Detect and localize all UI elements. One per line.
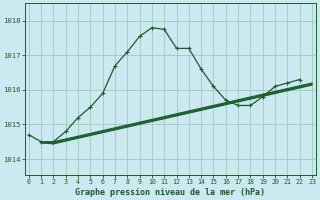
X-axis label: Graphe pression niveau de la mer (hPa): Graphe pression niveau de la mer (hPa) — [76, 188, 265, 197]
